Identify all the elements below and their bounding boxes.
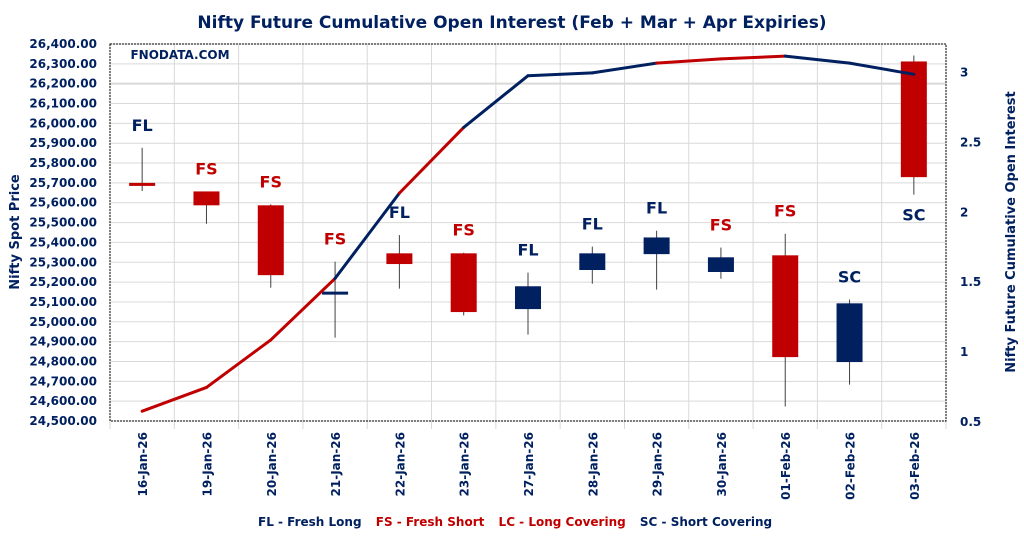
left-tick-label: 24,800.00 <box>29 354 97 368</box>
x-tick-label: 22-Jan-26 <box>393 432 407 496</box>
candle-body <box>515 286 541 310</box>
candle-body <box>900 61 927 178</box>
left-tick-label: 25,200.00 <box>29 275 97 289</box>
signal-label: FL <box>132 116 153 135</box>
x-tick-label: 19-Jan-26 <box>200 432 214 496</box>
left-tick-label: 26,400.00 <box>29 37 97 51</box>
grid <box>109 43 947 429</box>
candle-body <box>257 205 284 276</box>
oi-line-segment <box>655 57 723 65</box>
right-axis-title: Nifty Future Cumulative Open Interest <box>1004 91 1019 373</box>
right-tick-label: 0.5 <box>960 415 981 429</box>
left-tick-label: 25,400.00 <box>29 235 97 249</box>
left-tick-label: 26,300.00 <box>29 57 97 71</box>
signal-labels: FL FS FS FS FL FS FL FL FL FS FS SC SC <box>132 116 926 287</box>
x-tick-label: 16-Jan-26 <box>136 432 150 496</box>
legend-fl: FL - Fresh Long <box>258 515 362 529</box>
candle-body <box>707 257 734 272</box>
oi-line-segment <box>719 54 787 61</box>
candle-body <box>386 253 413 265</box>
signal-label: SC <box>838 268 861 287</box>
signal-label: SC <box>902 206 925 225</box>
oi-line-segment <box>333 191 401 280</box>
left-tick-label: 26,100.00 <box>29 97 97 111</box>
left-tick-label: 26,000.00 <box>29 116 97 130</box>
right-tick-label: 1 <box>960 345 968 359</box>
left-tick-label: 25,100.00 <box>29 295 97 309</box>
x-tick-label: 21-Jan-26 <box>329 432 343 496</box>
candle-body <box>193 191 220 206</box>
oi-line-segment <box>526 71 594 78</box>
candle-body <box>836 303 863 363</box>
oi-line-segment <box>140 385 208 413</box>
right-tick-label: 2.5 <box>960 135 981 149</box>
left-tick-label: 24,500.00 <box>29 414 97 428</box>
watermark: FNODATA.COM <box>130 48 229 62</box>
oi-line-segment <box>462 74 530 129</box>
signal-label: FS <box>324 230 346 249</box>
candle-body <box>450 253 477 313</box>
candle-body <box>129 182 156 186</box>
oi-line-segment <box>204 338 273 389</box>
x-tick-label: 28-Jan-26 <box>586 432 600 496</box>
right-tick-label: 2 <box>960 205 968 219</box>
candles <box>129 55 927 407</box>
legend-fs: FS - Fresh Short <box>376 515 485 529</box>
left-axis-title: Nifty Spot Price <box>8 174 23 290</box>
x-axis: 16-Jan-26 19-Jan-26 20-Jan-26 21-Jan-26 22-J… <box>136 432 922 500</box>
right-axis: 0.5 1 1.5 2 2.5 3 <box>960 66 981 430</box>
oi-line-segment <box>848 61 916 76</box>
candle-body <box>579 253 606 271</box>
right-tick-label: 1.5 <box>960 275 981 289</box>
signal-label: FL <box>517 241 538 260</box>
x-tick-label: 27-Jan-26 <box>522 432 536 496</box>
left-tick-label: 24,900.00 <box>29 335 97 349</box>
left-tick-label: 25,000.00 <box>29 315 97 329</box>
signal-label: FS <box>195 159 217 178</box>
legend-lc: LC - Long Covering <box>499 515 626 529</box>
left-tick-label: 25,300.00 <box>29 255 97 269</box>
legend-sc: SC - Short Covering <box>640 515 772 529</box>
plot-area <box>109 43 947 422</box>
x-tick-label: 30-Jan-26 <box>715 432 729 496</box>
chart-title: Nifty Future Cumulative Open Interest (F… <box>197 13 826 33</box>
left-tick-label: 24,600.00 <box>29 394 97 408</box>
signal-label: FL <box>646 199 667 218</box>
candle-body <box>643 237 670 255</box>
left-axis: 24,500.00 24,600.00 24,700.00 24,800.00 24,9… <box>29 37 97 428</box>
candle-body <box>322 291 349 295</box>
x-tick-label: 02-Feb-26 <box>844 432 858 500</box>
left-tick-label: 25,900.00 <box>29 136 97 150</box>
legend: FL - Fresh Long FS - Fresh Short LC - Lo… <box>258 515 772 529</box>
x-tick-label: 03-Feb-26 <box>908 432 922 500</box>
oi-line-segment <box>783 54 852 65</box>
x-tick-label: 01-Feb-26 <box>779 432 793 500</box>
left-tick-label: 24,700.00 <box>29 374 97 388</box>
signal-label: FS <box>260 172 282 191</box>
signal-label: FL <box>582 215 603 234</box>
oi-line-segment <box>397 125 466 195</box>
signal-label: FL <box>389 203 410 222</box>
right-tick-label: 3 <box>960 66 968 80</box>
left-tick-label: 25,600.00 <box>29 196 97 210</box>
left-tick-label: 25,800.00 <box>29 156 97 170</box>
open-interest-line <box>140 54 916 413</box>
left-tick-label: 25,500.00 <box>29 216 97 230</box>
left-tick-label: 26,200.00 <box>29 77 97 91</box>
oi-line-segment <box>590 61 659 75</box>
x-tick-label: 29-Jan-26 <box>651 432 665 496</box>
signal-label: FS <box>452 221 474 240</box>
signal-label: FS <box>710 216 732 235</box>
signal-label: FS <box>774 202 796 221</box>
x-tick-label: 23-Jan-26 <box>458 432 472 496</box>
left-tick-label: 25,700.00 <box>29 176 97 190</box>
candle-body <box>772 255 799 358</box>
oi-line-segment <box>269 276 337 342</box>
x-tick-label: 20-Jan-26 <box>265 432 279 496</box>
